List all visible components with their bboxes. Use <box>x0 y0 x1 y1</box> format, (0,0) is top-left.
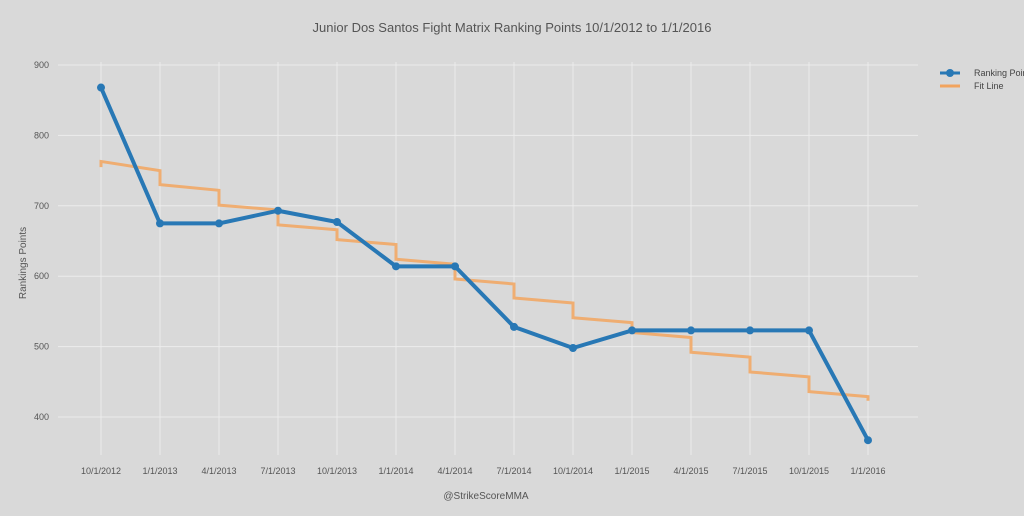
ranking-points-marker-1 <box>156 219 164 228</box>
legend-label-fit-line: Fit Line <box>974 81 1004 91</box>
ranking-points-marker-7 <box>510 322 518 331</box>
y-tick-label-700: 700 <box>34 201 49 211</box>
x-tick-label-5: 1/1/2014 <box>378 466 413 476</box>
x-axis-ticks: 10/1/2012 1/1/2013 4/1/2013 7/1/2013 10/1/20… <box>81 466 886 476</box>
fit-line <box>99 159 870 401</box>
legend-item-ranking-points[interactable]: Ranking Points <box>940 68 1024 78</box>
y-tick-label-800: 800 <box>34 130 49 140</box>
x-axis-label: @StrikeScoreMMA <box>443 491 528 502</box>
ranking-points-line <box>99 86 870 442</box>
y-tick-label-400: 400 <box>34 412 49 422</box>
y-tick-label-900: 900 <box>34 60 49 70</box>
x-tick-label-12: 10/1/2015 <box>789 466 829 476</box>
series-layer <box>97 83 872 445</box>
ranking-points-marker-5 <box>392 262 400 271</box>
x-tick-label-0: 10/1/2012 <box>81 466 121 476</box>
ranking-points-marker-2 <box>215 219 223 228</box>
x-tick-label-10: 4/1/2015 <box>673 466 708 476</box>
chart-title: Junior Dos Santos Fight Matrix Ranking P… <box>313 20 712 35</box>
ranking-points-marker-0 <box>97 83 105 92</box>
ranking-points-marker-6 <box>451 262 459 271</box>
legend[interactable]: Ranking Points Fit Line <box>940 68 1024 91</box>
legend-label-ranking-points: Ranking Points <box>974 68 1024 78</box>
x-tick-label-4: 10/1/2013 <box>317 466 357 476</box>
x-tick-label-3: 7/1/2013 <box>260 466 295 476</box>
x-tick-label-6: 4/1/2014 <box>437 466 472 476</box>
ranking-points-marker-3 <box>274 206 282 215</box>
legend-marker-ranking-points <box>946 69 954 77</box>
y-axis-ticks: 400 500 600 700 800 900 <box>34 60 49 422</box>
ranking-points-marker-12 <box>805 326 813 335</box>
y-tick-label-600: 600 <box>34 271 49 281</box>
x-tick-label-1: 1/1/2013 <box>142 466 177 476</box>
x-tick-label-9: 1/1/2015 <box>614 466 649 476</box>
ranking-points-marker-8 <box>569 344 577 353</box>
ranking-points-marker-11 <box>746 326 754 335</box>
ranking-points-marker-13 <box>864 436 872 445</box>
x-tick-label-13: 1/1/2016 <box>850 466 885 476</box>
ranking-points-marker-9 <box>628 326 636 335</box>
x-tick-label-7: 7/1/2014 <box>496 466 531 476</box>
ranking-points-marker-4 <box>333 217 341 226</box>
x-tick-label-8: 10/1/2014 <box>553 466 593 476</box>
ranking-points-marker-10 <box>687 326 695 335</box>
legend-item-fit-line[interactable]: Fit Line <box>940 81 1004 91</box>
x-tick-label-11: 7/1/2015 <box>732 466 767 476</box>
y-tick-label-500: 500 <box>34 342 49 352</box>
y-axis-label: Rankings Points <box>18 227 29 299</box>
x-tick-label-2: 4/1/2013 <box>201 466 236 476</box>
